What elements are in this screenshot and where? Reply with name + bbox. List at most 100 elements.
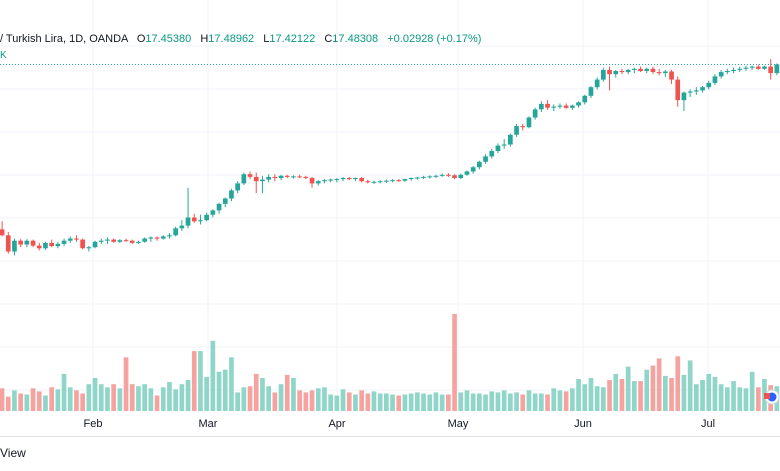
volume-bar — [253, 373, 259, 411]
candle-body — [594, 79, 600, 88]
month-label: Mar — [199, 418, 218, 430]
candle-body — [749, 66, 755, 68]
volume-bar — [74, 390, 79, 411]
candle-body — [272, 176, 278, 178]
candle-body — [737, 68, 743, 70]
volume-bar — [452, 314, 457, 411]
candle-body — [247, 174, 253, 177]
candle-body — [253, 176, 259, 182]
open-label: O — [136, 33, 146, 45]
candle-body — [452, 175, 457, 178]
candle-body — [477, 161, 482, 168]
candle-body — [24, 240, 30, 245]
volume-bar — [588, 378, 594, 411]
volume-bar — [185, 380, 191, 411]
candle-body — [663, 71, 668, 74]
candle-body — [309, 178, 315, 184]
candle-body — [687, 91, 693, 93]
volume-bar — [458, 392, 464, 411]
candle-body — [86, 247, 92, 249]
high-value: 17.48962 — [208, 33, 255, 45]
view-link[interactable]: View — [0, 446, 26, 460]
volume-bar — [638, 381, 643, 411]
volume-bar — [272, 392, 278, 411]
candle-body — [55, 243, 61, 247]
candle-body — [30, 240, 36, 246]
volume-bar — [464, 390, 470, 411]
volume-bar — [61, 373, 67, 411]
volume-bar — [433, 392, 439, 411]
volume-bar — [191, 351, 197, 411]
symbol-name[interactable]: / Turkish Lira, 1D, OANDA — [0, 33, 128, 45]
volume-bar — [408, 393, 414, 411]
volume-bar — [241, 387, 247, 411]
candlesticks — [0, 59, 780, 256]
candle-body — [210, 210, 216, 215]
volume-bar — [514, 392, 519, 411]
volume-bar — [601, 387, 606, 411]
candle-body — [284, 175, 290, 177]
volume-bar — [483, 394, 488, 411]
candle-body — [229, 190, 234, 199]
volume-bar — [98, 384, 104, 411]
volume-bar — [229, 357, 234, 411]
candle-body — [681, 92, 687, 101]
candle-body — [706, 82, 712, 88]
candle-body — [656, 72, 662, 74]
candle-body — [353, 178, 358, 180]
candle-body — [142, 238, 147, 242]
candle-body — [396, 180, 402, 182]
candle-body — [669, 71, 674, 80]
candle-body — [415, 177, 420, 179]
candle-body — [105, 239, 110, 241]
volume-bar — [607, 380, 612, 411]
volume-bar — [526, 390, 532, 411]
candle-body — [198, 220, 203, 222]
volume-bar — [160, 387, 166, 411]
candle-body — [638, 68, 643, 71]
volume-bar — [737, 387, 743, 411]
volume-bar — [210, 340, 216, 411]
candle-body — [297, 176, 302, 178]
volume-bar — [613, 373, 619, 411]
volume-bar — [539, 393, 544, 411]
candle-body — [241, 174, 247, 184]
volume-bar — [309, 390, 315, 411]
symbol-legend: / Turkish Lira, 1D, OANDA O17.45380 H17.… — [0, 33, 481, 45]
candle-body — [644, 68, 650, 71]
volume-bar — [427, 394, 433, 411]
candle-body — [700, 87, 705, 91]
candle-body — [508, 134, 513, 145]
volume-bar — [173, 389, 178, 411]
candle-body — [408, 178, 414, 180]
candle-body — [92, 241, 98, 248]
candle-body — [148, 237, 154, 239]
candle-body — [526, 117, 532, 128]
volume-bar — [315, 388, 321, 411]
compare-icon[interactable] — [764, 389, 780, 405]
volume-bar — [86, 384, 92, 411]
volume-bar — [204, 376, 209, 411]
candle-body — [464, 171, 470, 175]
volume-bar — [247, 386, 253, 411]
volume-bar — [396, 395, 402, 411]
price-chart[interactable]: Feb Mar Apr May Jun Jul — [0, 0, 780, 436]
candle-body — [12, 240, 17, 252]
volume-bar — [619, 379, 625, 411]
volume-bar — [365, 393, 371, 411]
volume-bar — [681, 374, 687, 411]
candle-body — [43, 242, 48, 249]
candle-body — [266, 176, 271, 180]
volume-bar — [551, 388, 557, 411]
candle-body — [743, 67, 749, 69]
candle-body — [36, 245, 42, 249]
volume-bar — [421, 393, 426, 411]
low-label: L — [263, 33, 270, 45]
volume-bar — [353, 394, 358, 411]
candle-body — [532, 109, 538, 118]
volume-bar — [508, 393, 513, 411]
volume-bar — [384, 393, 389, 411]
volume-bar — [415, 392, 420, 411]
volume-bar — [446, 394, 451, 411]
candle-body — [167, 235, 172, 237]
